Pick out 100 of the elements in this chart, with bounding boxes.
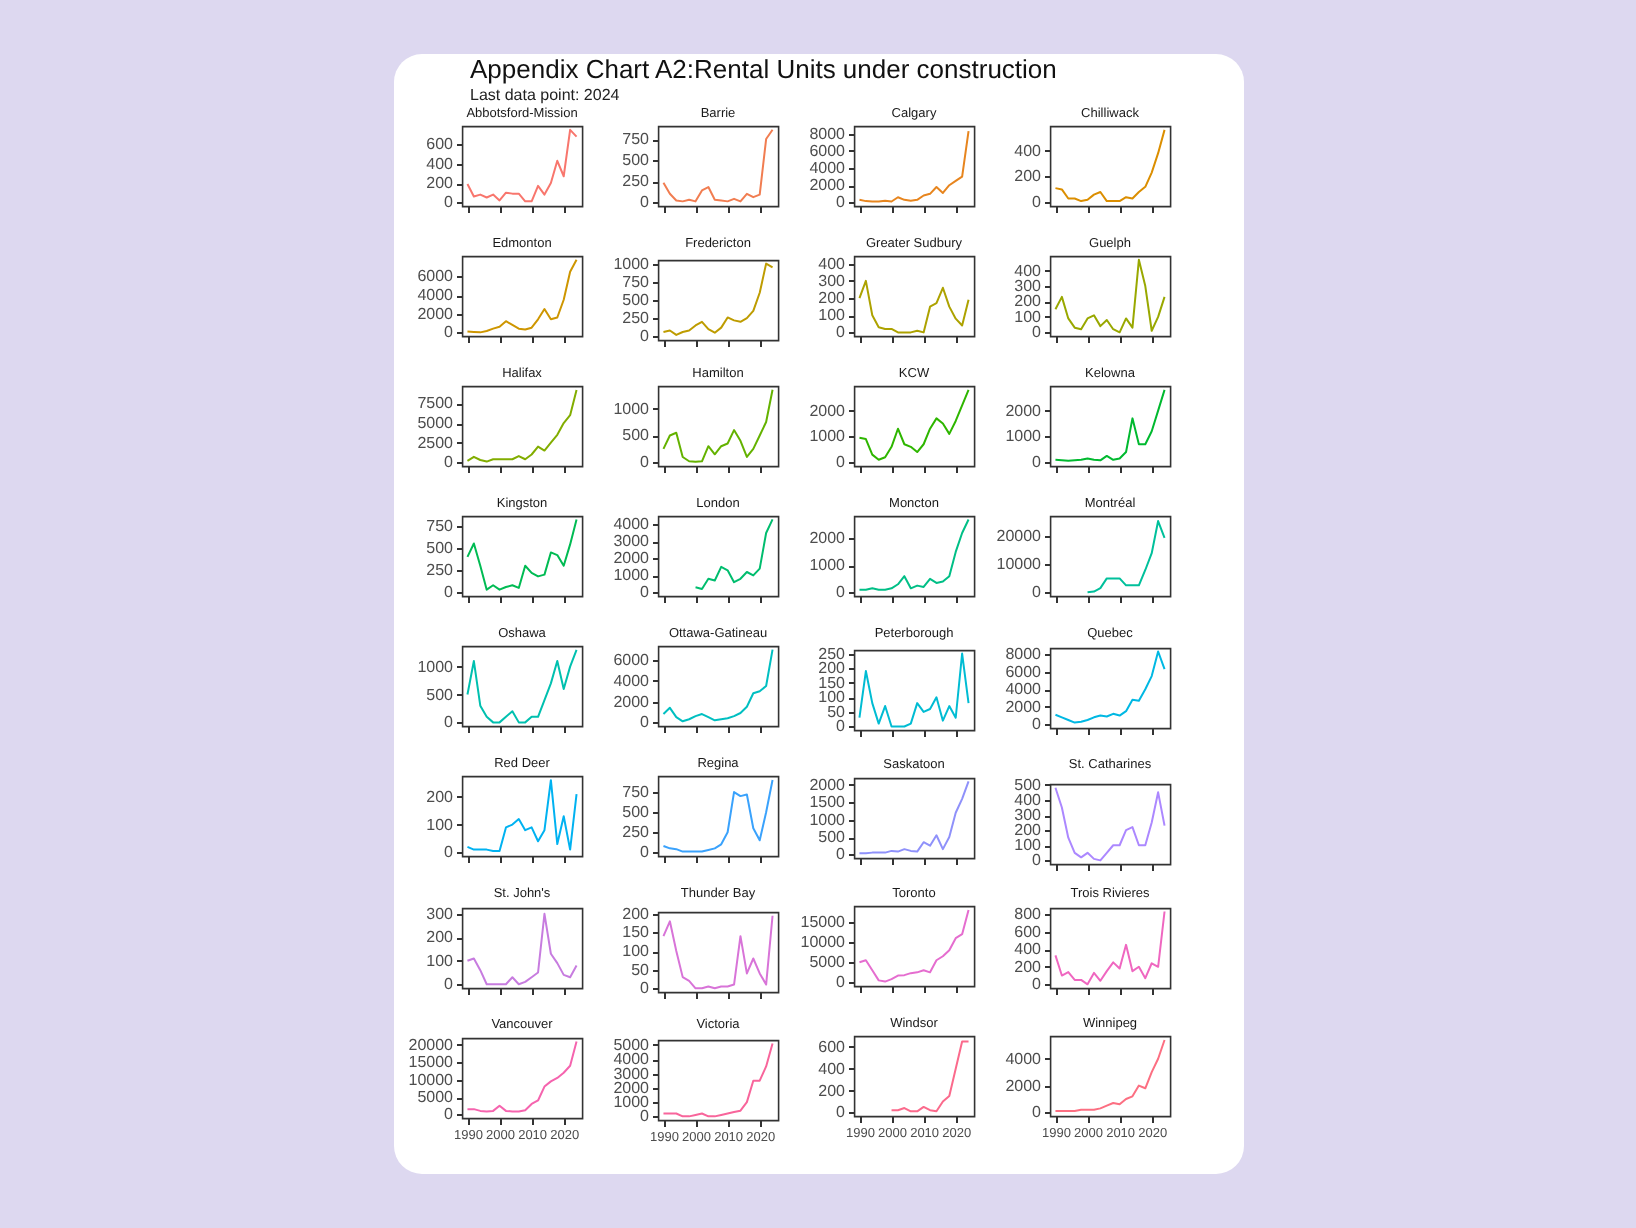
y-tick-label: 500	[622, 291, 651, 309]
y-tick-label: 4000	[1005, 680, 1043, 699]
y-tick-label: 500	[1014, 775, 1043, 794]
y-tick-label: 4000	[613, 671, 651, 690]
y-tick-label: 5000	[613, 1036, 651, 1054]
line-series	[466, 518, 578, 591]
y-tick-label: 500	[622, 151, 651, 170]
y-tick-label: 0	[836, 323, 847, 342]
line-series	[890, 1040, 970, 1113]
line-series	[662, 262, 774, 336]
y-tick-label: 2000	[809, 775, 847, 794]
y-tick-label: 2000	[613, 549, 651, 568]
y-tick-label: 0	[444, 975, 455, 994]
y-tick-label: 4000	[809, 159, 847, 178]
y-tick-label: 0	[1032, 193, 1043, 212]
y-tick-label: 6000	[809, 141, 847, 160]
text: Appendix Chart A2:Rental Units under construction	[470, 54, 1057, 84]
y-tick-label: 8000	[809, 124, 847, 143]
y-tick-label: 200	[818, 659, 847, 678]
y-tick-label: 0	[640, 843, 651, 862]
y-tick-label: 2000	[809, 176, 847, 195]
y-tick-label: 0	[1032, 851, 1043, 870]
y-tick-label: 1000	[613, 1093, 651, 1112]
y-tick-label: 1000	[613, 254, 651, 273]
line-series	[858, 388, 970, 461]
y-tick-label: 4000	[613, 1050, 651, 1069]
y-tick-label: 400	[818, 1059, 847, 1078]
line-series	[662, 388, 774, 463]
y-tick-label: 750	[426, 516, 455, 535]
y-tick-label: 1500	[809, 793, 847, 812]
line-series	[466, 128, 578, 203]
line-series	[1086, 520, 1166, 594]
y-tick-label: 0	[1032, 583, 1043, 602]
y-tick-label: 0	[1032, 975, 1043, 994]
y-tick-label: 500	[622, 426, 651, 445]
y-tick-label: 5000	[809, 953, 847, 972]
y-tick-label: 400	[818, 254, 847, 273]
line-series	[662, 779, 774, 853]
line-series	[858, 780, 970, 855]
line-series	[466, 912, 578, 986]
y-tick-label: 1000	[613, 566, 651, 585]
y-tick-label: 100	[818, 306, 847, 325]
y-tick-label: 0	[444, 713, 455, 732]
line-series	[694, 518, 774, 590]
y-tick-label: 2000	[1005, 401, 1043, 420]
y-tick-label: 1000	[809, 427, 847, 446]
y-tick-label: 200	[1014, 167, 1043, 186]
y-tick-label: 20000	[408, 1035, 455, 1054]
line-series	[858, 279, 970, 334]
y-tick-label: 100	[818, 688, 847, 707]
y-tick-label: 0	[1032, 453, 1043, 472]
y-tick-label: 400	[1014, 261, 1043, 280]
y-tick-label: 1000	[417, 657, 455, 676]
y-tick-label: 0	[640, 1107, 651, 1126]
y-tick-label: 2000	[613, 1078, 651, 1097]
line-series	[466, 388, 578, 463]
y-tick-label: 400	[1014, 940, 1043, 959]
y-tick-label: 300	[818, 271, 847, 290]
y-tick-label: 150	[818, 673, 847, 692]
y-tick-label: 250	[818, 644, 847, 663]
y-tick-label: 0	[1032, 323, 1043, 342]
y-tick-label: 0	[1032, 715, 1043, 734]
y-tick-label: 300	[1014, 277, 1043, 296]
y-tick-label: 500	[818, 828, 847, 846]
y-tick-label: 1000	[613, 399, 651, 418]
y-tick-label: 0	[640, 453, 651, 472]
y-tick-label: 1000	[809, 556, 847, 575]
y-tick-label: 10000	[408, 1070, 455, 1089]
line-series	[1054, 258, 1166, 334]
line-series	[662, 914, 774, 990]
y-tick-label: 4000	[1005, 1049, 1043, 1068]
y-tick-label: 200	[622, 904, 651, 923]
y-tick-label: 100	[1014, 836, 1043, 855]
y-tick-label: 100	[1014, 307, 1043, 326]
y-tick-label: 20000	[996, 527, 1043, 546]
y-tick-label: 250	[426, 561, 455, 580]
y-tick-label: 300	[426, 904, 455, 923]
y-tick-label: 100	[622, 942, 651, 961]
y-tick-label: 2000	[1005, 1076, 1043, 1095]
y-tick-label: 300	[1014, 806, 1043, 824]
y-tick-label: 0	[836, 1103, 847, 1122]
y-tick-label: 0	[640, 583, 651, 602]
y-tick-label: 0	[1032, 1103, 1043, 1122]
line-series	[662, 648, 774, 723]
y-tick-label: 150	[622, 923, 651, 942]
y-tick-label: 3000	[613, 1064, 651, 1083]
line-series	[858, 652, 970, 728]
y-tick-label: 7500	[417, 394, 455, 413]
y-tick-label: 500	[426, 538, 455, 557]
line-series	[662, 128, 774, 203]
y-tick-label: 200	[1014, 292, 1043, 311]
y-tick-label: 0	[836, 453, 847, 472]
y-tick-label: 750	[622, 130, 651, 149]
line-series	[1054, 128, 1166, 203]
y-tick-label: 600	[426, 135, 455, 154]
y-tick-label: 600	[1014, 922, 1043, 941]
y-tick-label: 750	[622, 783, 651, 802]
line-series	[858, 130, 970, 203]
y-tick-label: 200	[818, 289, 847, 308]
y-tick-label: 1000	[1005, 427, 1043, 446]
